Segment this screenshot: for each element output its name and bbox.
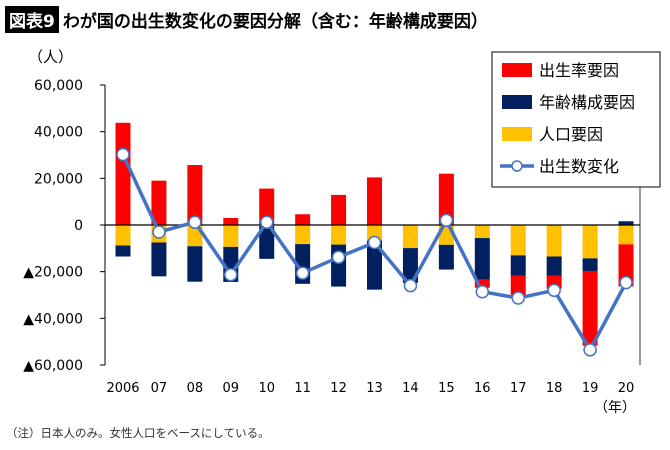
bar-age-structure (510, 255, 526, 276)
x-tick-label: 07 (151, 381, 168, 396)
line-point (259, 215, 274, 229)
bar-population (510, 225, 526, 256)
bar-population (618, 225, 634, 245)
bar-birth-rate (295, 214, 311, 225)
bar-population (223, 225, 239, 247)
legend-swatch (502, 95, 532, 109)
x-tick-label: 17 (510, 381, 527, 396)
bar-age-structure (582, 258, 598, 271)
line-point (295, 266, 310, 280)
x-tick-label: 13 (366, 381, 383, 396)
bar-birth-rate (618, 244, 634, 287)
bar-birth-rate (510, 275, 526, 296)
legend-label: 人口要因 (539, 125, 603, 144)
bar-population (295, 225, 311, 245)
bar-population (582, 225, 598, 259)
bar-age-structure (546, 256, 562, 276)
bar-birth-rate (438, 173, 454, 225)
line-point (475, 284, 490, 299)
bar-birth-rate (259, 188, 275, 225)
line-point (152, 225, 166, 239)
bar-age-structure (115, 245, 131, 257)
bar-age-structure (151, 242, 167, 277)
y-tick-label: 60,000 (34, 78, 83, 94)
y-tick-label: 20,000 (34, 171, 83, 187)
line-point (331, 250, 346, 264)
chart-title: わが国の出生数変化の要因分解（含む：年齢構成要因） (62, 11, 488, 32)
bar-age-structure (474, 238, 490, 280)
legend-label: 出生数変化 (539, 157, 619, 176)
line-point (116, 147, 130, 162)
x-tick-label: 16 (474, 381, 491, 396)
x-tick-label: 09 (223, 381, 240, 396)
bar-age-structure (187, 246, 203, 282)
line-point (188, 215, 202, 229)
y-axis-unit: （人） (28, 48, 73, 66)
line-point (439, 213, 454, 228)
y-tick-label: ▲20,000 (23, 265, 83, 281)
x-axis-unit: （年） (594, 400, 636, 416)
line-point (511, 291, 525, 305)
bar-age-structure (402, 248, 418, 283)
legend-label: 出生率要因 (539, 61, 619, 80)
bar-birth-rate (115, 122, 131, 225)
x-tick-label: 11 (294, 381, 311, 396)
x-tick-label: 10 (258, 381, 275, 396)
line-point (224, 267, 238, 282)
x-tick-label: 08 (187, 381, 204, 396)
bar-age-structure (438, 244, 454, 270)
bar-population (474, 225, 490, 239)
legend-swatch (502, 63, 532, 77)
line-point (403, 278, 418, 293)
x-tick-label: 12 (330, 381, 347, 396)
y-tick-label: 40,000 (34, 125, 83, 141)
x-tick-label: 18 (546, 381, 563, 396)
x-tick-label: 20 (618, 381, 635, 396)
x-tick-label: 19 (582, 381, 599, 396)
legend-marker (511, 160, 523, 172)
footnote: （注）日本人のみ。女性人口をベースにしている。 (6, 426, 270, 440)
bar-birth-rate (582, 270, 598, 346)
line-point (367, 235, 382, 250)
bar-age-structure (259, 226, 275, 259)
x-tick-label: 2006 (106, 381, 139, 396)
bar-birth-rate (223, 218, 239, 225)
x-tick-label: 15 (438, 381, 455, 396)
line-point (547, 283, 561, 298)
bar-population (402, 225, 418, 249)
bar-birth-rate (474, 279, 490, 288)
y-tick-label: ▲60,000 (23, 358, 83, 374)
line-point (619, 275, 633, 290)
bar-birth-rate (187, 165, 203, 225)
bar-birth-rate (367, 177, 383, 225)
bar-population (367, 225, 383, 241)
x-tick-label: 14 (402, 381, 419, 396)
figure-badge: 図表9 (5, 5, 59, 33)
bar-population (331, 225, 347, 245)
bar-age-structure (618, 221, 634, 225)
bar-population (115, 225, 131, 246)
title-bar: 図表9 わが国の出生数変化の要因分解（含む：年齢構成要因） (5, 5, 488, 33)
bar-age-structure (367, 240, 383, 290)
bar-birth-rate (151, 180, 167, 225)
legend-label: 年齢構成要因 (539, 93, 635, 112)
bar-population (546, 225, 562, 257)
bar-birth-rate (331, 194, 347, 225)
legend-swatch (502, 127, 532, 141)
y-tick-label: 0 (74, 218, 83, 234)
y-tick-label: ▲40,000 (23, 311, 83, 327)
line-point (583, 343, 597, 357)
